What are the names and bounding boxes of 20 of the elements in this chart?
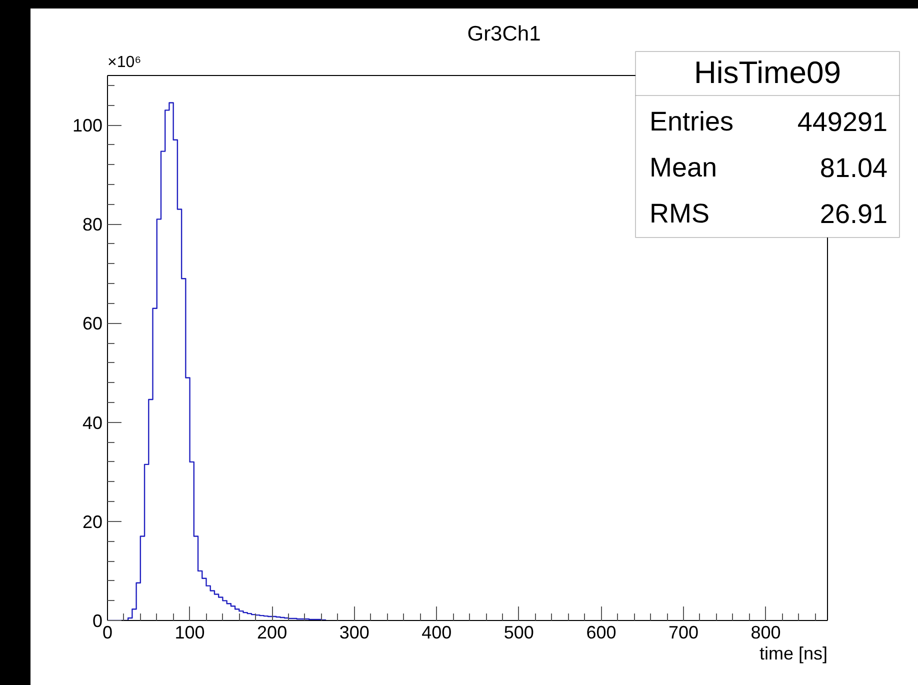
- x-tick-label: 200: [257, 622, 288, 642]
- x-tick-label: 700: [668, 622, 699, 642]
- y-tick-label: 20: [82, 512, 103, 532]
- y-tick-label: 60: [82, 314, 103, 334]
- x-axis-title: time [ns]: [759, 644, 828, 664]
- text: RMS 26.91: [650, 198, 888, 229]
- annotation: HisTime09: [694, 55, 842, 90]
- text: Entries 449291: [650, 106, 888, 137]
- y-tick-label: 80: [82, 214, 103, 235]
- text: Mean 81.04: [650, 152, 888, 183]
- x-tick-label: 400: [422, 622, 452, 642]
- x-tick-label: 500: [504, 622, 534, 642]
- text: ×10⁶: [108, 54, 142, 71]
- y-tick-label: 40: [82, 412, 103, 433]
- x-tick-label: 600: [586, 622, 616, 642]
- chart-title: Gr3Ch1: [467, 22, 541, 46]
- x-tick-label: 800: [750, 622, 781, 642]
- x-tick-label: 300: [339, 622, 370, 642]
- y-tick-label: 100: [72, 116, 103, 136]
- x-tick-label: 100: [174, 622, 205, 642]
